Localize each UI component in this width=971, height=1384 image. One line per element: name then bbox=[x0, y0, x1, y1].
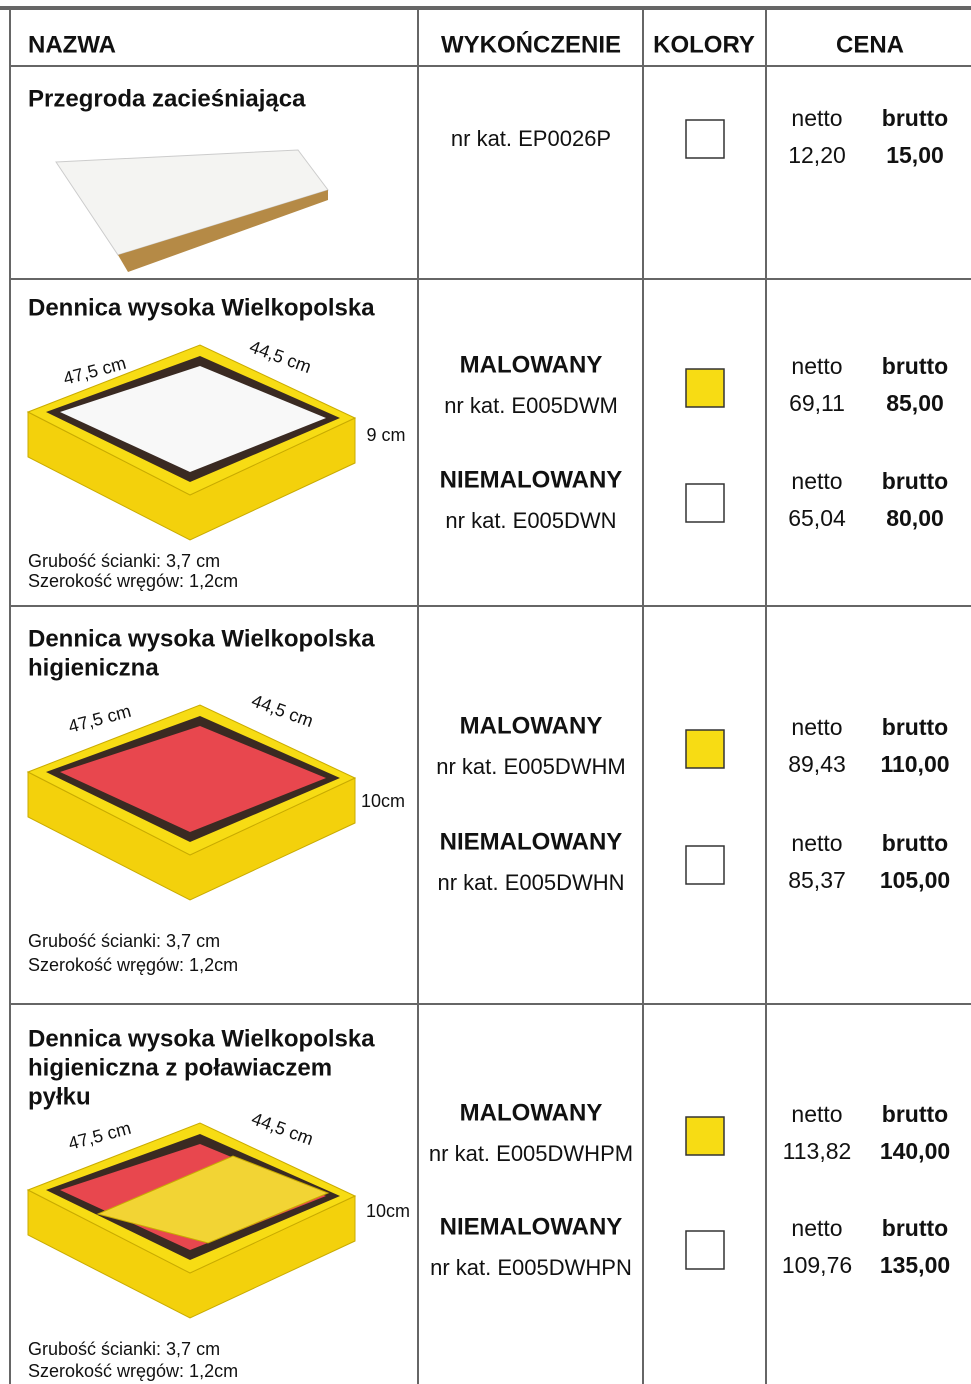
netto-price: 113,82 bbox=[783, 1138, 852, 1164]
product-name: higieniczna bbox=[28, 654, 159, 681]
product-image bbox=[26, 1122, 357, 1319]
product-image bbox=[55, 149, 329, 272]
netto-price: 69,11 bbox=[789, 390, 845, 416]
dimension-label: 47,5 cm bbox=[66, 701, 133, 737]
finish: NIEMALOWANY bbox=[440, 466, 623, 493]
brutto-label: brutto bbox=[882, 105, 948, 131]
dimension-label: 10cm bbox=[366, 1201, 410, 1221]
product-name: pyłku bbox=[28, 1083, 91, 1110]
finish: NIEMALOWANY bbox=[440, 1213, 623, 1240]
finish: MALOWANY bbox=[460, 712, 603, 739]
product-image bbox=[26, 344, 357, 541]
product-name: higieniczna z poławiaczem bbox=[28, 1054, 332, 1081]
board-edge bbox=[118, 190, 328, 272]
product-name: Dennica wysoka Wielkopolska bbox=[28, 1025, 375, 1052]
brutto-label: brutto bbox=[882, 830, 948, 856]
spec-note: Szerokość wręgów: 1,2cm bbox=[28, 571, 238, 591]
brutto-label: brutto bbox=[882, 714, 948, 740]
dimension-label: 44,5 cm bbox=[247, 336, 314, 377]
product-name: Przegroda zacieśniająca bbox=[28, 85, 306, 112]
color-swatch bbox=[685, 1230, 725, 1270]
brutto-price: 15,00 bbox=[886, 142, 944, 168]
color-swatch bbox=[685, 368, 725, 408]
catalog-number: nr kat. E005DWM bbox=[444, 393, 618, 418]
catalog-number: nr kat. EP0026P bbox=[451, 126, 611, 151]
column-header: WYKOŃCZENIE bbox=[441, 30, 621, 58]
netto-price: 12,20 bbox=[788, 142, 846, 168]
spec-note: Szerokość wręgów: 1,2cm bbox=[28, 1361, 238, 1381]
catalog-number: nr kat. E005DWHPN bbox=[430, 1255, 632, 1280]
netto-label: netto bbox=[791, 1101, 842, 1127]
brutto-label: brutto bbox=[882, 468, 948, 494]
netto-price: 65,04 bbox=[788, 505, 846, 531]
product-image bbox=[26, 704, 357, 901]
brutto-price: 135,00 bbox=[880, 1252, 950, 1278]
dimension-label: 44,5 cm bbox=[249, 690, 316, 731]
brutto-label: brutto bbox=[882, 1101, 948, 1127]
finish: MALOWANY bbox=[460, 1099, 603, 1126]
spec-note: Grubość ścianki: 3,7 cm bbox=[28, 551, 220, 571]
catalog-number: nr kat. E005DWHPM bbox=[429, 1141, 633, 1166]
pollen-trap bbox=[96, 1155, 330, 1244]
netto-label: netto bbox=[791, 714, 842, 740]
brutto-price: 105,00 bbox=[880, 867, 950, 893]
color-swatch bbox=[685, 483, 725, 523]
dimension-label: 9 cm bbox=[366, 425, 405, 445]
floor bbox=[60, 366, 326, 472]
product-name: Dennica wysoka Wielkopolska bbox=[28, 625, 375, 652]
dimension-label: 10cm bbox=[361, 791, 405, 811]
spec-note: Szerokość wręgów: 1,2cm bbox=[28, 955, 238, 975]
column-header: CENA bbox=[836, 31, 904, 58]
catalog-number: nr kat. E005DWN bbox=[445, 508, 616, 533]
column-header: NAZWA bbox=[28, 31, 116, 58]
brutto-label: brutto bbox=[882, 353, 948, 379]
column-header: KOLORY bbox=[653, 31, 755, 58]
grid bbox=[0, 6, 971, 1384]
dimension-label: 47,5 cm bbox=[66, 1118, 133, 1154]
catalog-number: nr kat. E005DWHN bbox=[437, 870, 624, 895]
netto-price: 85,37 bbox=[788, 867, 846, 893]
finish: NIEMALOWANY bbox=[440, 828, 623, 855]
product-name: Dennica wysoka Wielkopolska bbox=[28, 294, 375, 321]
brutto-price: 85,00 bbox=[886, 390, 944, 416]
netto-price: 109,76 bbox=[782, 1252, 852, 1278]
floor bbox=[60, 726, 326, 832]
finish: MALOWANY bbox=[460, 351, 603, 378]
catalog-number: nr kat. E005DWHM bbox=[436, 754, 626, 779]
spec-note: Grubość ścianki: 3,7 cm bbox=[28, 1339, 220, 1359]
color-swatch bbox=[685, 729, 725, 769]
color-swatch bbox=[685, 1116, 725, 1156]
netto-label: netto bbox=[791, 468, 842, 494]
brutto-label: brutto bbox=[882, 1215, 948, 1241]
netto-label: netto bbox=[791, 105, 842, 131]
netto-label: netto bbox=[791, 830, 842, 856]
spec-note: Grubość ścianki: 3,7 cm bbox=[28, 931, 220, 951]
brutto-price: 80,00 bbox=[886, 505, 944, 531]
brutto-price: 140,00 bbox=[880, 1138, 950, 1164]
dimension-label: 44,5 cm bbox=[249, 1108, 316, 1149]
brutto-price: 110,00 bbox=[880, 751, 949, 777]
color-swatch bbox=[685, 119, 725, 159]
netto-price: 89,43 bbox=[788, 751, 846, 777]
color-swatch bbox=[685, 845, 725, 885]
netto-label: netto bbox=[791, 1215, 842, 1241]
netto-label: netto bbox=[791, 353, 842, 379]
